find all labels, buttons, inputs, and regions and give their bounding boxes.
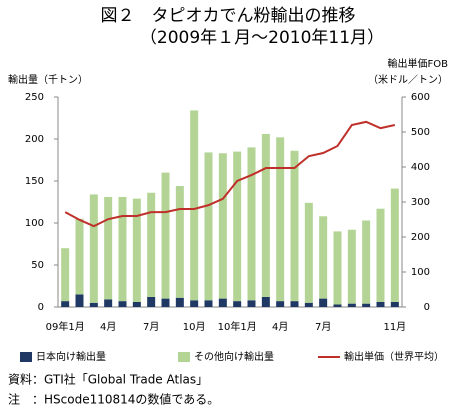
bar [161,298,170,307]
bar [89,194,98,303]
bar [61,301,70,307]
bar [204,300,213,307]
bar [304,302,313,307]
line [64,120,396,228]
bar [362,303,371,307]
bar [390,301,399,307]
y-tick-label: 100 [25,218,44,229]
bar [132,198,141,302]
y2-tick-label: 100 [411,267,430,278]
bar [261,133,270,297]
note: 資料：GTI社「Global Trade Atlas」 [8,372,208,387]
bar [347,303,356,307]
legend-swatch [20,352,32,362]
legend-label: 日本向け輸出量 [36,350,106,363]
bar [147,192,156,297]
y2-axis-unit: （米ドル／トン） [368,73,448,86]
x-tick-label: 09年1月 [46,320,85,333]
y-axis-title: 輸出量（千トン） [8,73,88,86]
bar [190,300,199,307]
bar [61,248,70,302]
x-tick-label: 7月 [315,321,331,333]
bar [218,298,227,307]
bar [247,300,256,307]
y-tick-label: 200 [25,134,44,145]
bar [132,301,141,307]
bar [290,301,299,307]
bar [75,294,84,307]
bar [75,218,84,295]
bar [276,301,285,307]
y2-axis-title: 輸出単価FOB [388,57,449,70]
bar [218,153,227,299]
y2-tick-label: 0 [424,302,430,313]
bar [104,299,113,307]
bar [161,172,170,299]
note: 注 ：HScode110814の数値である。 [8,392,219,407]
bar [319,216,328,299]
y-tick-label: 0 [38,302,44,313]
bar [175,186,184,298]
bar [118,196,127,302]
bar [290,150,299,302]
chart-title: 図２ タピオカでん粉輸出の推移 [101,6,356,26]
y2-tick-label: 200 [411,232,430,243]
y2-tick-label: 500 [411,127,430,138]
bar [118,301,127,307]
chart-subtitle: （2009年１月～2010年11月） [140,28,384,48]
y2-tick-label: 600 [411,92,430,103]
legend-label: 輸出単価（世界平均） [344,350,444,363]
bar [175,297,184,307]
bar [376,208,385,302]
bar [276,137,285,302]
bar [347,229,356,304]
bar [89,302,98,307]
x-tick-label: 7月 [143,321,159,333]
bar [147,296,156,307]
bar [362,220,371,304]
x-tick-label: 10年1月 [218,320,257,333]
legend-label: その他向け輸出量 [194,350,274,363]
y-tick-label: 250 [25,92,44,103]
y-tick-label: 50 [31,260,44,271]
bar [190,110,199,301]
bar [376,301,385,307]
bar [333,304,342,307]
x-tick-label: 11月 [383,321,406,333]
x-tick-label: 4月 [272,321,288,333]
bar [304,202,313,303]
y2-tick-label: 400 [411,162,430,173]
x-tick-label: 4月 [100,321,116,333]
bar [233,151,242,302]
bar [233,301,242,307]
x-tick-label: 10月 [183,321,206,333]
bar [247,147,256,301]
bar [333,231,342,305]
bar [390,188,399,302]
legend-swatch [178,352,190,362]
y2-tick-label: 300 [411,197,430,208]
bar [204,152,213,301]
bar [319,298,328,307]
y-tick-label: 150 [25,176,44,187]
bar [261,296,270,307]
bar [104,196,113,300]
